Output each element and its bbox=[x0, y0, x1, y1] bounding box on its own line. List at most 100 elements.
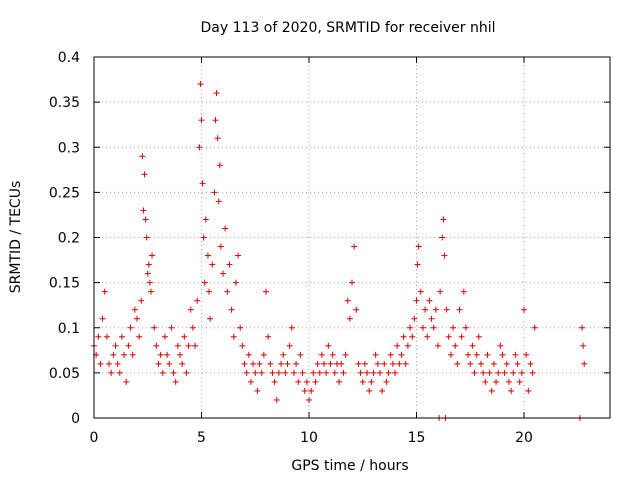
data-point bbox=[192, 342, 199, 349]
data-point bbox=[230, 333, 237, 340]
data-point bbox=[443, 306, 450, 313]
data-point bbox=[394, 342, 401, 349]
x-tick-label: 0 bbox=[90, 430, 99, 446]
data-point bbox=[508, 387, 515, 394]
data-point bbox=[321, 360, 328, 367]
data-point bbox=[357, 369, 364, 376]
data-point bbox=[241, 360, 248, 367]
data-point bbox=[202, 216, 209, 223]
data-point bbox=[447, 351, 454, 358]
data-point bbox=[580, 342, 587, 349]
data-point bbox=[414, 261, 421, 268]
data-point bbox=[581, 360, 588, 367]
data-point bbox=[501, 369, 508, 376]
data-point bbox=[141, 171, 148, 178]
x-tick-label: 5 bbox=[197, 430, 206, 446]
data-point bbox=[179, 360, 186, 367]
data-point bbox=[299, 369, 306, 376]
data-point bbox=[201, 279, 208, 286]
y-tick-label: 0.05 bbox=[49, 366, 80, 382]
data-point bbox=[297, 351, 304, 358]
data-point bbox=[155, 360, 162, 367]
data-point bbox=[430, 324, 437, 331]
data-point bbox=[471, 369, 478, 376]
data-point bbox=[465, 351, 472, 358]
data-point bbox=[488, 387, 495, 394]
data-point bbox=[529, 369, 536, 376]
data-point bbox=[101, 288, 108, 295]
data-point bbox=[314, 360, 321, 367]
data-point bbox=[432, 306, 439, 313]
data-point bbox=[379, 387, 386, 394]
data-point bbox=[475, 333, 482, 340]
data-point bbox=[215, 198, 222, 205]
data-point bbox=[237, 324, 244, 331]
data-point bbox=[288, 324, 295, 331]
data-point bbox=[510, 369, 517, 376]
data-point bbox=[213, 90, 220, 97]
data-point bbox=[531, 324, 538, 331]
data-point bbox=[381, 360, 388, 367]
data-point bbox=[129, 351, 136, 358]
data-point bbox=[353, 306, 360, 313]
data-point bbox=[329, 351, 336, 358]
data-point bbox=[374, 360, 381, 367]
data-point bbox=[138, 297, 145, 304]
data-point bbox=[435, 342, 441, 349]
data-point bbox=[228, 306, 235, 313]
data-point bbox=[209, 261, 216, 268]
data-point bbox=[263, 288, 269, 295]
y-tick-label: 0.15 bbox=[49, 276, 80, 292]
data-point bbox=[204, 252, 211, 259]
data-point bbox=[127, 324, 134, 331]
y-tick-label: 0.25 bbox=[49, 185, 80, 201]
data-point bbox=[216, 162, 223, 169]
data-point bbox=[146, 279, 153, 286]
data-point bbox=[525, 387, 532, 394]
data-point bbox=[303, 378, 310, 385]
data-point bbox=[194, 297, 201, 304]
data-point bbox=[490, 360, 497, 367]
x-tick-label: 10 bbox=[300, 430, 318, 446]
data-point bbox=[232, 279, 239, 286]
y-tick-label: 0.3 bbox=[58, 140, 80, 156]
data-point bbox=[323, 369, 330, 376]
data-point bbox=[189, 324, 196, 331]
data-point bbox=[404, 342, 411, 349]
data-point bbox=[441, 252, 448, 259]
data-point bbox=[419, 324, 426, 331]
data-point bbox=[482, 378, 489, 385]
data-point bbox=[484, 351, 491, 358]
data-point bbox=[351, 243, 358, 250]
data-point bbox=[331, 369, 338, 376]
tick-labels: 0 5 10 15 20 0 0.05 0.1 0.15 0.2 0.25 0.3 0.35 0.4 bbox=[49, 50, 533, 446]
data-point bbox=[159, 369, 166, 376]
data-point bbox=[245, 351, 252, 358]
data-point bbox=[428, 315, 435, 322]
data-point bbox=[151, 324, 158, 331]
data-point bbox=[207, 315, 214, 322]
data-point bbox=[503, 360, 510, 367]
data-point bbox=[198, 117, 205, 124]
data-point bbox=[437, 288, 444, 295]
data-point bbox=[445, 333, 452, 340]
data-point bbox=[417, 288, 424, 295]
data-point bbox=[99, 315, 106, 322]
y-tick-label: 0.35 bbox=[49, 95, 80, 111]
data-point bbox=[256, 360, 263, 367]
data-point bbox=[527, 360, 534, 367]
data-point bbox=[439, 234, 446, 241]
data-point bbox=[505, 378, 512, 385]
data-point bbox=[579, 324, 586, 331]
y-tick-label: 0.4 bbox=[58, 50, 80, 66]
data-point bbox=[110, 351, 117, 358]
data-point bbox=[312, 378, 319, 385]
data-point bbox=[108, 369, 115, 376]
data-point bbox=[338, 360, 345, 367]
data-point bbox=[480, 369, 487, 376]
data-point bbox=[114, 360, 121, 367]
data-point bbox=[316, 369, 323, 376]
data-point bbox=[424, 333, 431, 340]
data-point bbox=[361, 360, 368, 367]
data-point bbox=[396, 360, 403, 367]
